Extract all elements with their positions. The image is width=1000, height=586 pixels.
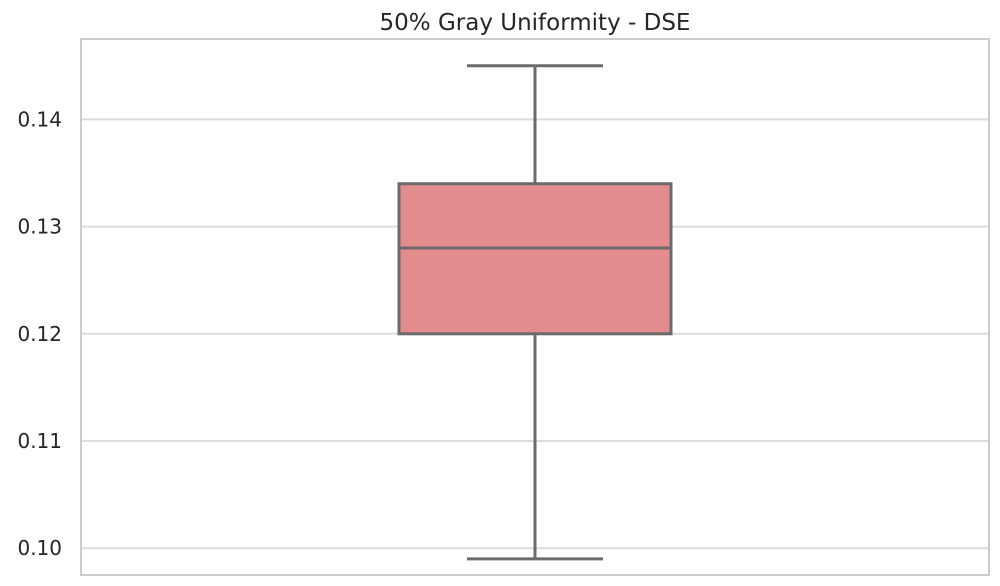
box-group <box>397 64 673 561</box>
y-tick-label: 0.13 <box>17 215 62 239</box>
y-tick-label: 0.10 <box>17 536 62 560</box>
y-tick-label: 0.11 <box>17 429 62 453</box>
y-tick-label: 0.14 <box>17 107 62 131</box>
interquartile-box <box>397 182 673 336</box>
y-tick-labels: 0.10 0.11 0.12 0.13 0.14 <box>17 107 62 560</box>
y-tick-label: 0.12 <box>17 322 62 346</box>
chart-title: 50% Gray Uniformity - DSE <box>380 10 691 36</box>
plot-frame <box>80 38 990 576</box>
